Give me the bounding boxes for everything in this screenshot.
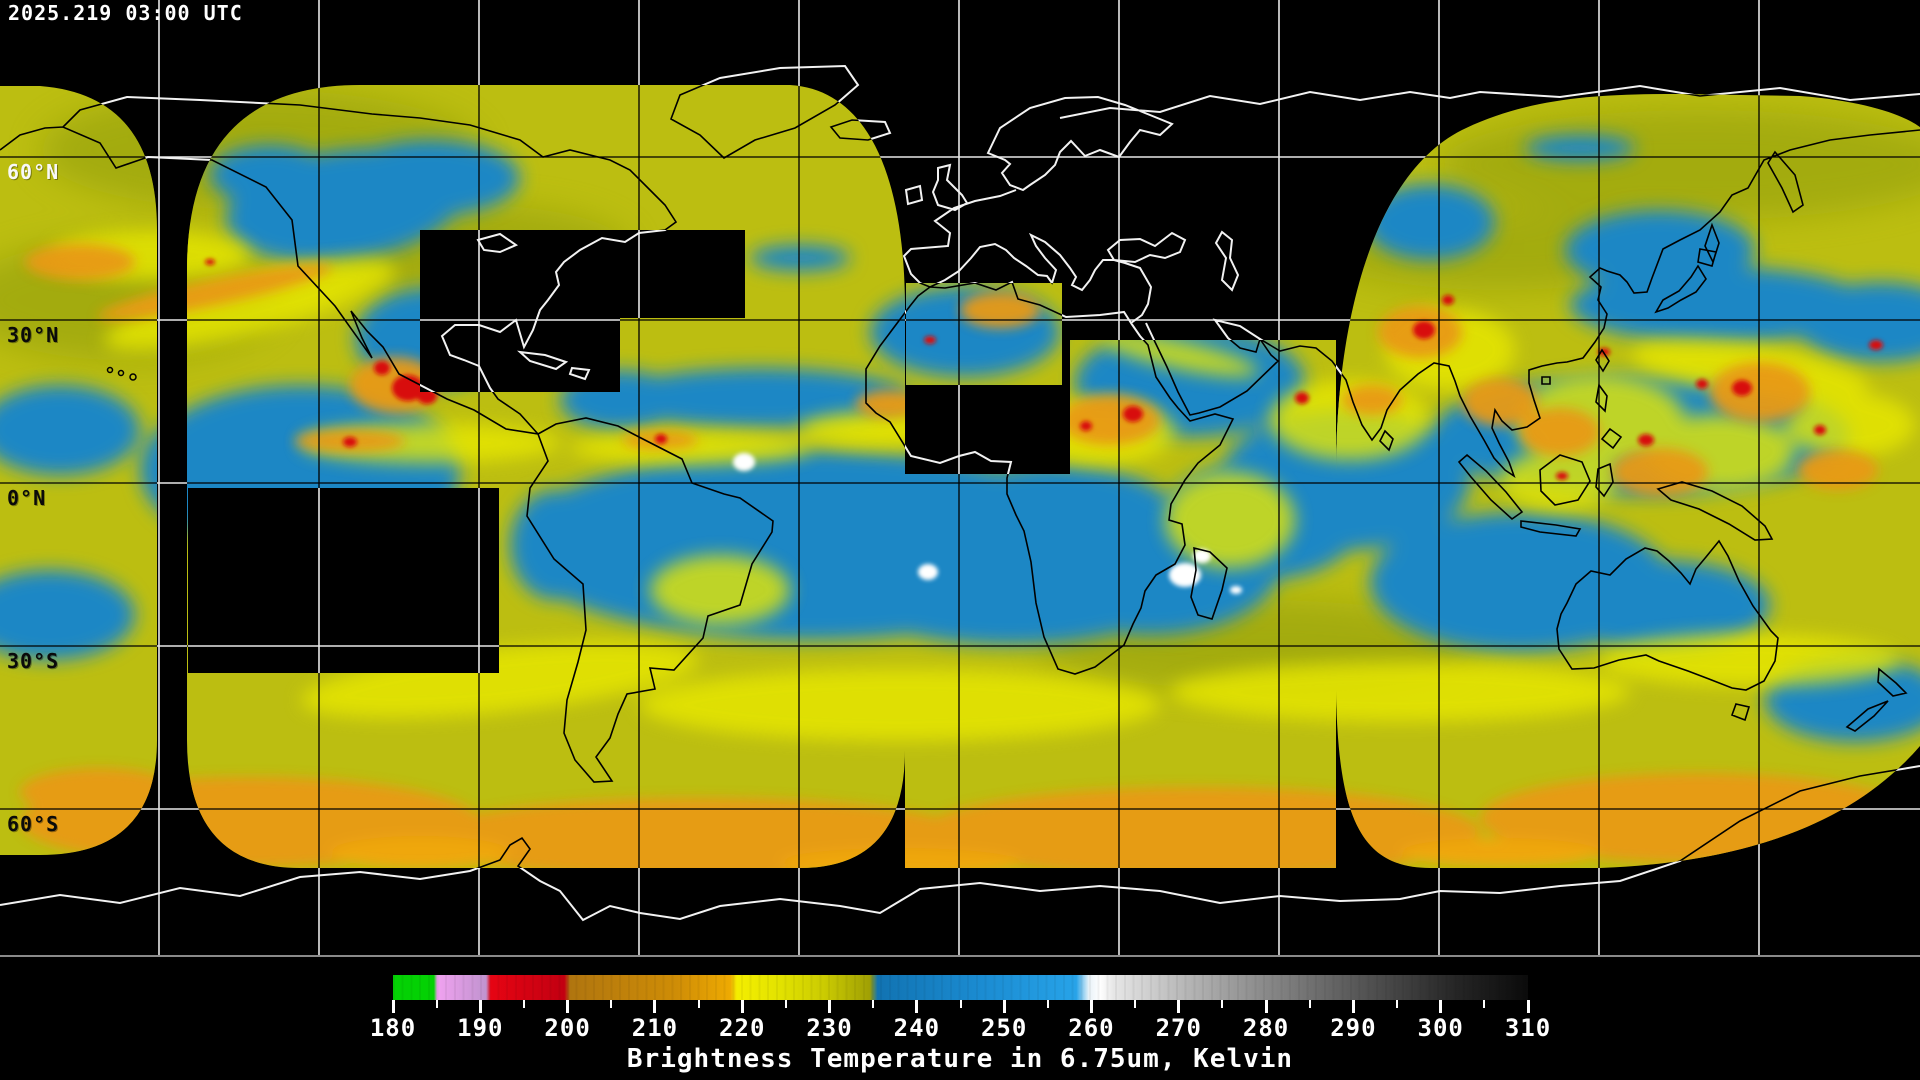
colorbar-tick-label: 290 xyxy=(1330,1014,1377,1042)
colorbar-major-tick xyxy=(1439,1000,1443,1013)
colorbar-minor-tick xyxy=(435,1000,438,1008)
colorbar-tick-label: 230 xyxy=(806,1014,853,1042)
colorbar-minor-tick xyxy=(1134,1000,1137,1008)
colorbar-tick-label: 210 xyxy=(631,1014,679,1042)
colorbar-minor-tick xyxy=(522,1000,525,1008)
colorbar-major-tick xyxy=(1526,1000,1530,1013)
latitude-label: 60°N xyxy=(7,160,60,184)
colorbar-tick-label: 280 xyxy=(1242,1014,1290,1042)
colorbar-legend: 180 190 200 210 220 230 240 250 260 270 280 290 300 3… xyxy=(0,962,1920,1080)
colorbar-tick-label: 310 xyxy=(1504,1014,1552,1042)
colorbar-minor-tick xyxy=(872,1000,875,1008)
timestamp: 2025.219 03:00 UTC xyxy=(8,1,243,25)
colorbar-minor-tick xyxy=(1308,1000,1311,1008)
deep-convection-red xyxy=(205,259,1883,480)
colorbar-major-tick xyxy=(1177,1000,1181,1013)
colorbar-minor-tick xyxy=(1221,1000,1224,1008)
colorbar-tick-label: 220 xyxy=(719,1014,766,1042)
colorbar-minor-tick xyxy=(1396,1000,1399,1008)
colorbar-tick-label: 180 xyxy=(369,1014,417,1042)
colorbar-major-tick xyxy=(1002,1000,1006,1013)
colorbar-tick-label: 300 xyxy=(1417,1014,1464,1042)
colorbar-minor-tick xyxy=(1046,1000,1049,1008)
colorbar-caption: Brightness Temperature in 6.75um, Kelvin xyxy=(626,1044,1294,1074)
warm-white-spots xyxy=(733,453,1242,594)
colorbar-major-tick xyxy=(1264,1000,1268,1013)
colorbar-major-tick xyxy=(653,1000,657,1013)
colorbar-major-tick xyxy=(478,1000,482,1013)
colorbar-minor-tick xyxy=(697,1000,700,1008)
colorbar-major-tick xyxy=(740,1000,744,1013)
satellite-composite-map xyxy=(0,0,1920,957)
colorbar-tick-label: 200 xyxy=(544,1014,591,1042)
colorbar-major-tick xyxy=(391,1000,395,1013)
colorbar-minor-tick xyxy=(959,1000,962,1008)
colorbar-gradient xyxy=(393,975,1528,1000)
colorbar-minor-tick xyxy=(610,1000,613,1008)
colorbar-major-tick xyxy=(1089,1000,1093,1013)
colorbar-major-tick xyxy=(915,1000,919,1013)
colorbar-major-tick xyxy=(566,1000,570,1013)
colorbar-tick-label: 190 xyxy=(457,1014,504,1042)
colorbar-major-tick xyxy=(828,1000,832,1013)
colorbar-tick-label: 260 xyxy=(1068,1014,1115,1042)
hawaii-islands xyxy=(106,366,137,381)
latitude-label: 30°S xyxy=(7,649,60,673)
cold-orange-clouds xyxy=(20,244,1920,868)
colorbar-tick-label: 250 xyxy=(980,1014,1028,1042)
colorbar-minor-tick xyxy=(784,1000,787,1008)
colorbar-tick-label: 270 xyxy=(1155,1014,1202,1042)
latitude-label: 0°N xyxy=(7,486,47,510)
latitude-label: 60°S xyxy=(7,812,60,836)
colorbar-tick-label: 240 xyxy=(893,1014,941,1042)
colorbar-minor-tick xyxy=(1483,1000,1486,1008)
latitude-label: 30°N xyxy=(7,323,60,347)
colorbar-major-tick xyxy=(1351,1000,1355,1013)
